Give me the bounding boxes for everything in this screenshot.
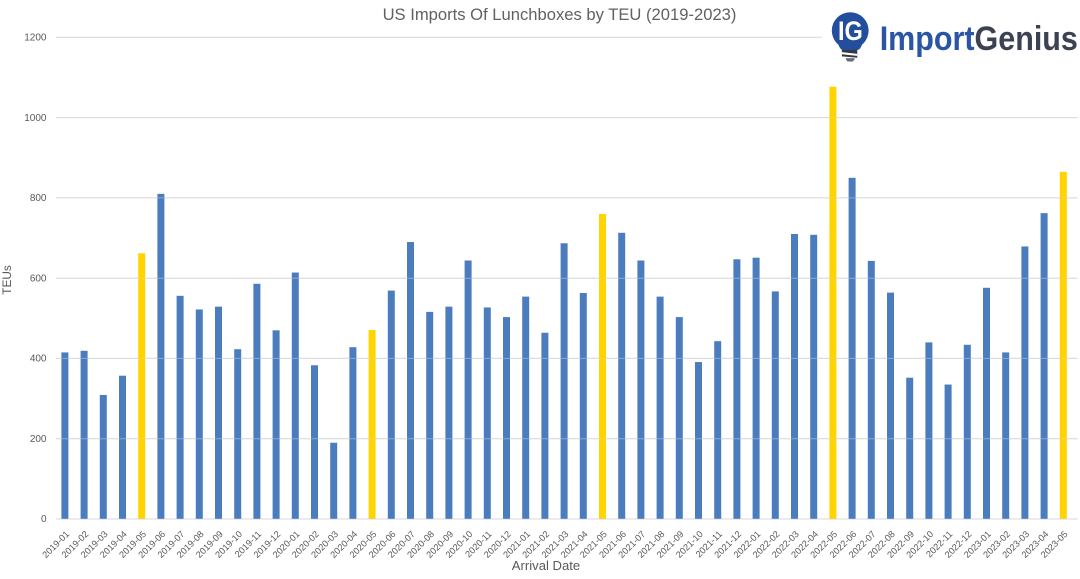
svg-text:ImportGenius: ImportGenius [880,19,1078,57]
svg-text:600: 600 [30,273,47,284]
svg-text:US Imports Of Lunchboxes by TE: US Imports Of Lunchboxes by TEU (2019-20… [383,5,737,24]
svg-text:400: 400 [30,354,47,365]
svg-text:TEUs: TEUs [0,265,14,295]
svg-text:1200: 1200 [24,33,47,44]
svg-text:800: 800 [30,193,47,204]
svg-text:Arrival Date: Arrival Date [512,558,580,573]
svg-text:1000: 1000 [24,113,47,124]
svg-text:0: 0 [41,514,47,525]
svg-text:IG: IG [838,17,863,47]
svg-text:200: 200 [30,434,47,445]
